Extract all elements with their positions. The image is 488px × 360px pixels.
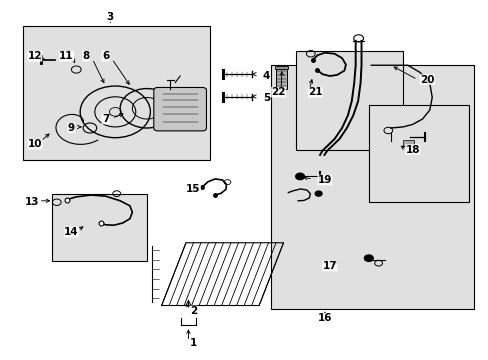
Bar (274, 66, 288, 69)
Text: 9: 9 (68, 123, 75, 133)
Bar (276, 68, 286, 89)
Text: 19: 19 (317, 175, 331, 185)
Text: 2: 2 (189, 306, 197, 316)
Text: 10: 10 (27, 139, 42, 149)
Bar (295, 51, 402, 149)
Text: 8: 8 (82, 51, 89, 61)
FancyBboxPatch shape (154, 87, 206, 131)
Text: 15: 15 (185, 184, 200, 194)
Circle shape (295, 173, 304, 180)
Bar (22, 26, 210, 160)
Text: 5: 5 (262, 93, 269, 103)
Text: 20: 20 (419, 75, 434, 85)
Text: 17: 17 (322, 261, 336, 271)
Circle shape (315, 191, 322, 196)
Text: 16: 16 (317, 313, 331, 323)
Bar (368, 105, 468, 202)
Text: 1: 1 (189, 338, 197, 348)
Text: 14: 14 (64, 227, 79, 237)
Bar (52, 194, 147, 261)
Text: 21: 21 (307, 87, 322, 97)
Text: 7: 7 (102, 114, 109, 124)
Text: 11: 11 (59, 51, 74, 61)
Text: 3: 3 (106, 12, 114, 22)
Text: 6: 6 (102, 51, 109, 61)
Text: 13: 13 (25, 197, 40, 207)
Circle shape (364, 255, 372, 261)
Text: 22: 22 (271, 87, 285, 97)
Bar (402, 140, 413, 146)
Text: 18: 18 (405, 144, 419, 154)
Text: 4: 4 (262, 71, 269, 81)
Bar (271, 65, 473, 309)
Text: 12: 12 (27, 51, 42, 61)
